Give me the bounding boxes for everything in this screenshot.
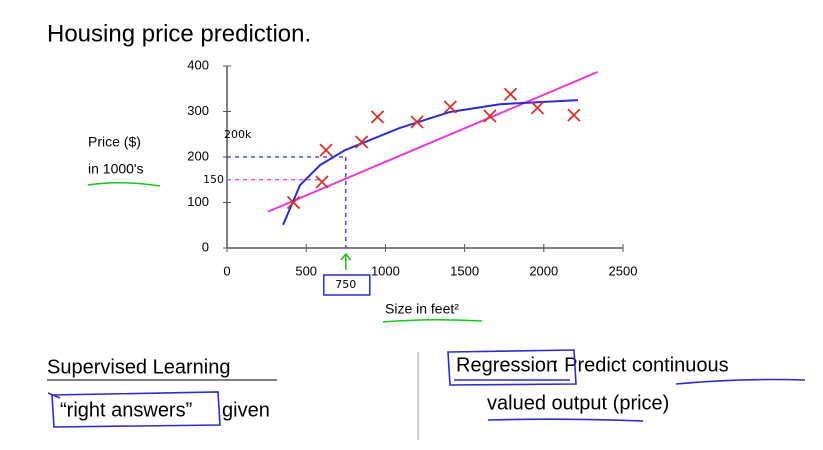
hand-box <box>47 391 221 428</box>
section-title: Supervised Learning <box>47 356 230 378</box>
y-tick-label: 0 <box>202 239 209 254</box>
data-point <box>286 195 301 210</box>
hand-underline <box>487 378 806 422</box>
y-tick-label: 400 <box>187 57 209 72</box>
data-point <box>567 108 581 122</box>
data-point <box>355 135 369 149</box>
hand-box <box>323 274 371 296</box>
x-tick-label: 1500 <box>450 263 479 278</box>
data-point <box>315 175 329 189</box>
y-axis-label: in 1000's <box>88 161 144 177</box>
annotation: 750 <box>335 278 356 291</box>
x-tick-label: 500 <box>295 263 317 278</box>
note-text: valued output (price) <box>487 392 669 414</box>
data-point <box>410 115 424 129</box>
underline <box>382 318 483 323</box>
y-tick-label: 100 <box>187 194 209 209</box>
x-tick-label: 0 <box>223 263 230 278</box>
fit-line <box>282 99 579 226</box>
y-axis-label: Price ($) <box>88 134 141 150</box>
data-point <box>530 101 545 115</box>
data-point <box>483 109 497 123</box>
data-point <box>443 100 457 114</box>
data-point <box>370 110 385 124</box>
note-text: : Predict continuous <box>553 354 729 376</box>
annotation: 150 <box>203 173 224 186</box>
y-tick-label: 200 <box>187 148 209 163</box>
plot: 0 500 1000 1500 2000 2500 0 100 200 300 400 200k 150… <box>187 57 638 296</box>
underline <box>87 181 161 187</box>
fit-line <box>267 70 599 213</box>
data-point <box>319 143 333 157</box>
note-text: given <box>222 399 270 421</box>
note-text: “right answers” <box>60 399 192 421</box>
x-tick-label: 2000 <box>529 263 558 278</box>
annotation: 200k <box>224 128 252 141</box>
slide-title: Housing price prediction. <box>47 20 311 47</box>
x-tick-label: 1000 <box>371 263 400 278</box>
note-text: Regression <box>456 354 557 376</box>
x-axis-label: Size in feet² <box>385 301 459 317</box>
data-point <box>503 87 518 101</box>
y-tick-label: 300 <box>187 103 209 118</box>
x-tick-label: 2500 <box>609 263 638 278</box>
arrow <box>340 252 352 270</box>
hand-box <box>447 349 577 386</box>
